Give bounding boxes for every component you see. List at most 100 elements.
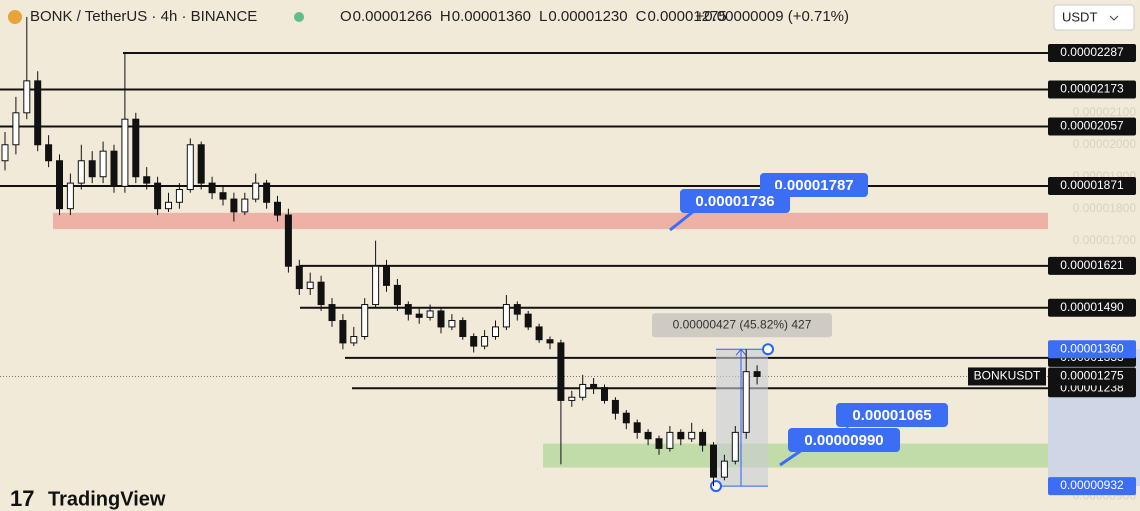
candle-body: [241, 198, 249, 213]
candle-body: [731, 431, 739, 462]
candle-body: [12, 112, 20, 146]
candle-body: [535, 326, 543, 341]
measure-label: 0.00000427 (45.82%) 427: [673, 317, 812, 331]
y-tick-label: 0.00001800: [1073, 201, 1137, 215]
ohlc-key: H: [440, 8, 451, 25]
candle-body: [34, 80, 42, 146]
y-tick-label: 0.00002100: [1073, 105, 1137, 119]
candle-body: [492, 326, 499, 338]
level-label: 0.00001490: [1060, 300, 1124, 314]
status-dot: [294, 12, 304, 22]
callout-label: 0.00001065: [852, 407, 931, 424]
dropdown-arrow: [1109, 15, 1119, 21]
candle-body: [633, 422, 641, 433]
symbol: BONK / TetherUS · 4h · BINANCE: [30, 8, 257, 25]
level-label-bg: [1048, 256, 1136, 275]
callout-bg: [788, 428, 900, 452]
logo-mark: 17: [10, 486, 34, 511]
brand: TradingView: [48, 488, 166, 510]
callout-label: 0.00001787: [774, 177, 853, 194]
level-label: 0.00001621: [1060, 258, 1124, 272]
ohlc-key: L: [539, 8, 547, 25]
measure-high-label: 0.00001360: [1060, 341, 1124, 355]
candle-body: [56, 160, 63, 210]
candle-body: [655, 438, 663, 449]
candle-body: [666, 431, 674, 449]
candle-body: [372, 265, 380, 306]
handle: [762, 343, 774, 356]
ohlc-key: O: [340, 8, 352, 25]
candle-body: [513, 304, 521, 315]
callout-label: 0.00001736: [695, 193, 774, 210]
candle-body: [1, 144, 9, 162]
ohlc-value: 0.00001266: [353, 8, 432, 25]
callout-label: 0.00000990: [804, 432, 883, 449]
candle-body: [306, 281, 314, 290]
currency[interactable]: USDT: [1062, 9, 1097, 24]
candle-body: [317, 281, 325, 306]
footer: 17 TradingView: [10, 486, 166, 511]
candle-body: [66, 182, 74, 210]
candle-body: [590, 383, 598, 389]
candle-body: [753, 371, 761, 377]
candle-body: [350, 336, 358, 344]
symbol-tag: BONKUSDT: [974, 369, 1041, 383]
candle-body: [426, 310, 434, 318]
measure-high-label-bg: [1048, 340, 1136, 359]
y-tick-label: 0.00002000: [1073, 137, 1137, 151]
candle-body: [77, 160, 85, 184]
candle-body: [219, 192, 227, 200]
level-label-bg: [1048, 44, 1136, 63]
level-label-bg: [1048, 298, 1136, 317]
candle-body: [720, 460, 728, 478]
candle-body: [470, 336, 478, 347]
candle-body: [502, 304, 510, 328]
candle-body: [132, 118, 140, 178]
candle-body: [415, 313, 423, 318]
measure-low-label: 0.00000932: [1060, 478, 1124, 492]
candle-body: [688, 431, 696, 440]
candle-body: [601, 387, 608, 401]
candle-body: [393, 284, 401, 306]
currency-select[interactable]: [1053, 4, 1135, 31]
measure-arrowhead: [735, 348, 747, 356]
candle-body: [23, 80, 31, 114]
last-price-label-bg: [1048, 367, 1136, 386]
last-price-label: 0.00001275: [1060, 369, 1124, 383]
candle-body: [143, 176, 151, 184]
candle-body: [568, 396, 576, 401]
candle-body: [284, 214, 292, 267]
candle-body: [677, 431, 685, 440]
candle-body: [121, 118, 129, 187]
candle-body: [88, 160, 96, 178]
callout-bg: [680, 189, 790, 213]
zone: [53, 212, 1048, 230]
level-label: 0.00002173: [1060, 82, 1124, 96]
candle-body: [611, 399, 619, 414]
callout-pointer: [779, 448, 803, 467]
candle-body: [644, 431, 652, 440]
callout-bg: [836, 403, 948, 427]
candle-body: [383, 265, 390, 286]
candle-body: [710, 444, 717, 478]
candle-body: [622, 412, 630, 424]
header: BONK / TetherUS · 4h · BINANCE +0.000000…: [8, 4, 1135, 31]
symbol-icon: [8, 10, 22, 24]
candle-body: [208, 182, 216, 194]
ohlc-value: 0.00001230: [548, 8, 627, 25]
candle-body: [110, 150, 118, 187]
level-label: 0.00002057: [1060, 119, 1124, 133]
candle-body: [339, 320, 347, 344]
candle-body: [579, 383, 587, 398]
y-tick-label: 0.00001700: [1073, 233, 1137, 247]
ohlc-value: 0.00001360: [452, 8, 531, 25]
candle-body: [197, 144, 205, 184]
candle-body: [328, 304, 336, 322]
candle-body: [230, 198, 238, 213]
candle-body: [99, 150, 107, 178]
measure-low-label-bg: [1048, 477, 1136, 496]
candle-body: [154, 182, 162, 210]
level-label: 0.00001871: [1060, 178, 1124, 192]
handle: [710, 480, 722, 493]
